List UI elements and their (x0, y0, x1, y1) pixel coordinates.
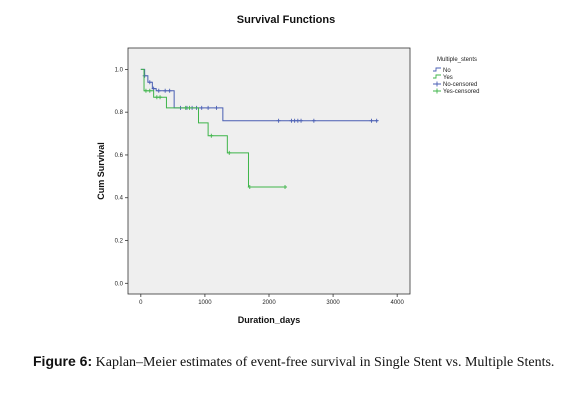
censor-mark-no (214, 105, 219, 110)
legend-swatch-censor (433, 88, 441, 94)
x-axis: 0 1000 2000 3000 4000 (139, 294, 405, 306)
censor-mark-no (142, 73, 147, 78)
chart-title: Survival Functions (237, 14, 335, 26)
legend-swatch-step (433, 67, 441, 72)
chart-area: Survival Functions 0.0 0.2 0.4 0.6 0.8 1.0 0 1… (96, 14, 479, 325)
y-tick-label: 0.0 (115, 281, 124, 287)
censor-mark-no (276, 118, 281, 123)
caption-text: Kaplan–Meier estimates of event-free sur… (95, 355, 555, 370)
censor-mark-no (311, 118, 316, 123)
caption-label: Figure 6: (33, 353, 93, 369)
legend-title: Multiple_stents (437, 57, 477, 63)
y-tick-label: 0.8 (115, 110, 124, 116)
legend-swatch-censor (433, 81, 441, 87)
censor-mark-yes (187, 105, 192, 110)
y-tick-label: 0.4 (115, 196, 124, 202)
censor-mark-no (156, 88, 161, 93)
y-tick-label: 0.6 (115, 153, 124, 159)
x-tick-label: 1000 (198, 300, 212, 306)
censor-mark-no (374, 118, 379, 123)
censor-mark-yes (227, 150, 232, 155)
y-axis-label: Cum Survival (96, 142, 106, 200)
censor-mark-no (299, 118, 304, 123)
censor-mark-yes (209, 133, 214, 138)
y-axis: 0.0 0.2 0.4 0.6 0.8 1.0 (115, 67, 128, 287)
censor-mark-no (167, 88, 172, 93)
series-group (140, 68, 379, 190)
censor-mark-yes (143, 88, 148, 93)
censor-mark-no (369, 118, 374, 123)
censor-mark-no (199, 105, 204, 110)
x-tick-label: 4000 (391, 300, 405, 306)
censor-mark-yes (183, 105, 188, 110)
legend-entry-label: No-censored (443, 82, 477, 88)
x-axis-label: Duration_days (238, 315, 301, 325)
censor-mark-no (206, 105, 211, 110)
legend-entry-label: Yes (443, 75, 453, 81)
censor-mark-yes (247, 185, 252, 190)
censor-mark-no (151, 86, 156, 91)
censor-mark-yes (283, 185, 288, 190)
x-tick-label: 3000 (326, 300, 340, 306)
legend-entry-label: Yes-censored (443, 89, 479, 95)
legend-swatch-step (433, 74, 441, 79)
survival-chart: Survival Functions 0.0 0.2 0.4 0.6 0.8 1.0 0 1… (96, 14, 479, 325)
x-tick-label: 0 (139, 300, 143, 306)
plot-area (127, 47, 411, 295)
figure-caption: Figure 6: Kaplan–Meier estimates of even… (33, 347, 566, 377)
censor-mark-yes (147, 88, 152, 93)
y-tick-label: 1.0 (115, 67, 124, 73)
censor-mark-no (147, 80, 152, 85)
censor-mark-no (163, 88, 168, 93)
censor-mark-yes (158, 95, 163, 100)
y-tick-label: 0.2 (115, 239, 124, 245)
x-tick-label: 2000 (262, 300, 276, 306)
legend-entry-label: No (443, 68, 451, 74)
legend: Multiple_stents NoYesNo-censoredYes-cens… (433, 57, 479, 95)
